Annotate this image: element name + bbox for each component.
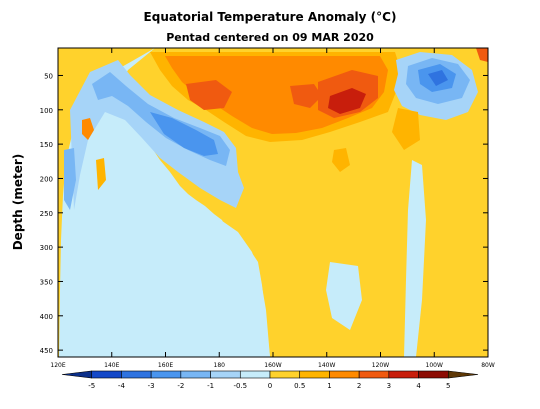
colorbar-swatch [91, 370, 122, 379]
colorbar-arrow-high [447, 370, 479, 379]
x-tick-label: 140W [318, 362, 335, 369]
colorbar-swatch [210, 370, 241, 379]
anomaly-0p5-1-lower [332, 148, 350, 172]
warm-core-east-max [328, 88, 366, 114]
colorbar-swatch [418, 370, 449, 379]
x-tick-label: 160E [158, 362, 173, 369]
cold-patch-west [64, 148, 76, 210]
colorbar-arrow-low [61, 370, 93, 379]
colorbar-label: 3 [387, 382, 391, 390]
y-axis-ticks: 50 100 150 200 250 300 350 400 450 [40, 72, 488, 355]
colorbar: -5 -4 -3 -2 -1 -0.5 0 0.5 1 2 3 4 5 [61, 370, 479, 390]
warm-patch-upper-right [392, 108, 420, 150]
x-tick-label: 160W [264, 362, 281, 369]
colorbar-label: 1 [327, 382, 331, 390]
y-tick-label: 350 [40, 278, 53, 286]
y-tick-label: 400 [40, 313, 53, 321]
cold-tongue-anomaly-m2 [150, 112, 218, 156]
colorbar-label: -5 [88, 382, 95, 390]
colorbar-swatch [121, 370, 152, 379]
colorbar-label: -4 [118, 382, 126, 390]
x-tick-label: 180 [214, 362, 226, 369]
warm-core-west [186, 80, 232, 110]
cold-tongue [70, 60, 244, 210]
colorbar-swatch [180, 370, 211, 379]
colorbar-label: 4 [416, 382, 421, 390]
x-tick-label: 120W [372, 362, 389, 369]
cool-band-lower [185, 200, 270, 357]
warm-core-central [290, 84, 322, 108]
cold-region-east-m3 [428, 70, 448, 86]
colorbar-label: 0.5 [294, 382, 305, 390]
y-axis-label: Depth (meter) [11, 154, 25, 251]
colorbar-swatch [150, 370, 182, 379]
y-tick-label: 200 [40, 175, 53, 183]
cool-strip-central [121, 210, 142, 357]
x-tick-label: 100W [426, 362, 443, 369]
colorbar-label: -1 [207, 382, 214, 390]
colorbar-label: -2 [177, 382, 184, 390]
colorbar-swatch [269, 370, 301, 379]
y-tick-label: 100 [40, 107, 53, 115]
y-tick-label: 450 [40, 347, 53, 355]
chart-subtitle: Pentad centered on 09 MAR 2020 [166, 31, 374, 44]
x-axis-ticks: 120E 140E 160E 180 160W 140W 120W 100W 80W [50, 48, 495, 369]
colorbar-label: -0.5 [233, 382, 247, 390]
colorbar-label: 2 [357, 382, 361, 390]
warm-region-west [58, 48, 155, 357]
y-tick-label: 250 [40, 210, 53, 218]
y-tick-label: 150 [40, 141, 53, 149]
warm-spot-west-2 [96, 158, 106, 190]
cool-patch-lower-right [326, 262, 362, 330]
warm-corner-ne [476, 48, 488, 62]
colorbar-swatch [358, 370, 390, 379]
anomaly-field [58, 48, 488, 357]
colorbar-label: -3 [148, 382, 155, 390]
warm-spot-west [82, 118, 94, 140]
y-tick-label: 300 [40, 244, 53, 252]
cool-strip-west [84, 140, 108, 357]
colorbar-swatch [388, 370, 419, 379]
x-tick-label: 120E [50, 362, 65, 369]
colorbar-swatch [299, 370, 330, 379]
chart-title: Equatorial Temperature Anomaly (°C) [144, 10, 397, 24]
colorbar-swatch [239, 370, 271, 379]
cool-strip-east [404, 160, 426, 357]
x-tick-label: 140E [104, 362, 119, 369]
colorbar-label: 5 [446, 382, 450, 390]
y-tick-label: 50 [44, 72, 53, 80]
colorbar-label: 0 [268, 382, 272, 390]
colorbar-swatch [329, 370, 360, 379]
x-tick-label: 80W [481, 362, 495, 369]
